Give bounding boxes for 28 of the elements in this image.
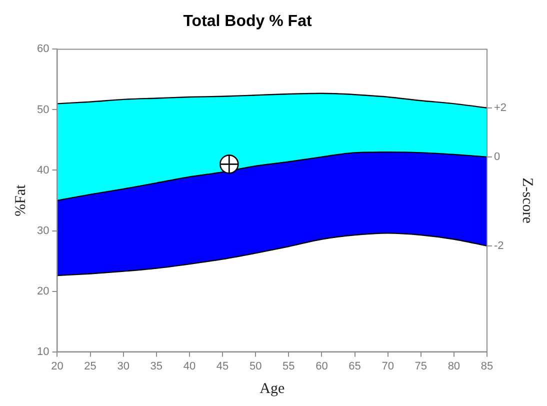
series-label: 0 [494, 150, 500, 163]
x-tick-label: 60 [316, 360, 328, 372]
x-tick-label: 70 [382, 360, 394, 372]
x-tick-label: 40 [183, 360, 196, 372]
series-label: -2 [494, 240, 504, 252]
y2-axis-title: Z-score [519, 178, 536, 224]
x-tick-label: 20 [51, 360, 64, 372]
line-series [57, 232, 487, 276]
x-tick-label: 65 [348, 360, 361, 372]
y-tick-label: 60 [36, 43, 50, 56]
chart-title: Total Body % Fat [183, 13, 312, 30]
x-tick-label: 85 [480, 360, 494, 372]
x-tick-label: 35 [150, 360, 163, 372]
x-tick-label: 80 [448, 360, 460, 372]
x-axis-title: Age [260, 380, 285, 397]
y-tick-label: 40 [36, 164, 50, 176]
x-tick-label: 75 [414, 360, 428, 372]
y-tick-label: 50 [36, 104, 50, 116]
x-tick-label: 25 [84, 360, 96, 372]
x-tick-label: 55 [282, 360, 295, 372]
y-tick-label: 10 [36, 346, 50, 358]
series-label: +2 [494, 102, 507, 114]
x-tick-label: 45 [216, 360, 229, 372]
x-tick-label: 30 [117, 360, 130, 372]
y-axis-title: %Fat [12, 184, 29, 216]
y-tick-label: 30 [36, 224, 50, 237]
x-tick-label: 50 [249, 360, 262, 372]
y-tick-label: 20 [36, 285, 50, 298]
